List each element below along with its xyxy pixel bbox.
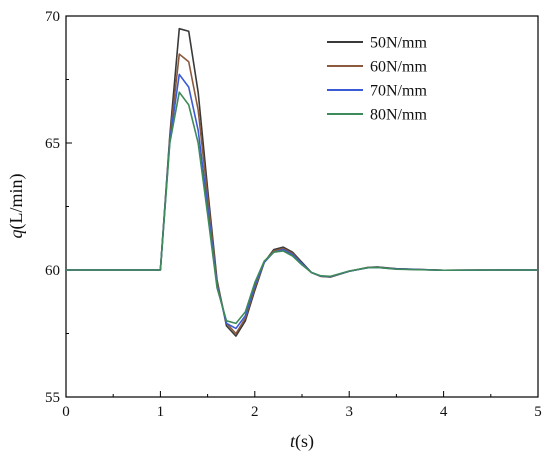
x-tick-label: 5 xyxy=(534,404,542,420)
legend-entry: 80N/mm xyxy=(370,107,427,124)
series-line-60N/mm xyxy=(66,53,538,335)
y-tick-label: 60 xyxy=(45,263,60,279)
legend: 50N/mm 60N/mm 70N/mm 80N/mm xyxy=(327,35,427,124)
plot-frame xyxy=(65,15,539,398)
legend-entry: 70N/mm xyxy=(370,83,427,100)
x-axis-label: t(s) xyxy=(290,431,314,452)
x-tick-label: 2 xyxy=(251,404,259,420)
x-tick-label: 0 xyxy=(62,404,70,420)
series-lines xyxy=(66,27,538,337)
x-tick-label: 1 xyxy=(157,404,165,420)
legend-entry: 60N/mm xyxy=(370,59,427,76)
x-tick-label: 4 xyxy=(440,404,448,420)
series-line-80N/mm xyxy=(66,91,538,325)
x-tick-label: 3 xyxy=(345,404,353,420)
legend-entry: 50N/mm xyxy=(370,35,427,52)
y-tick-label: 70 xyxy=(45,9,60,25)
series-line-50N/mm xyxy=(66,27,538,337)
y-tick-label: 65 xyxy=(45,136,60,152)
y-axis-label: q(L/min) xyxy=(6,174,27,239)
series-line-70N/mm xyxy=(66,73,538,330)
y-tick-label: 55 xyxy=(45,390,60,406)
